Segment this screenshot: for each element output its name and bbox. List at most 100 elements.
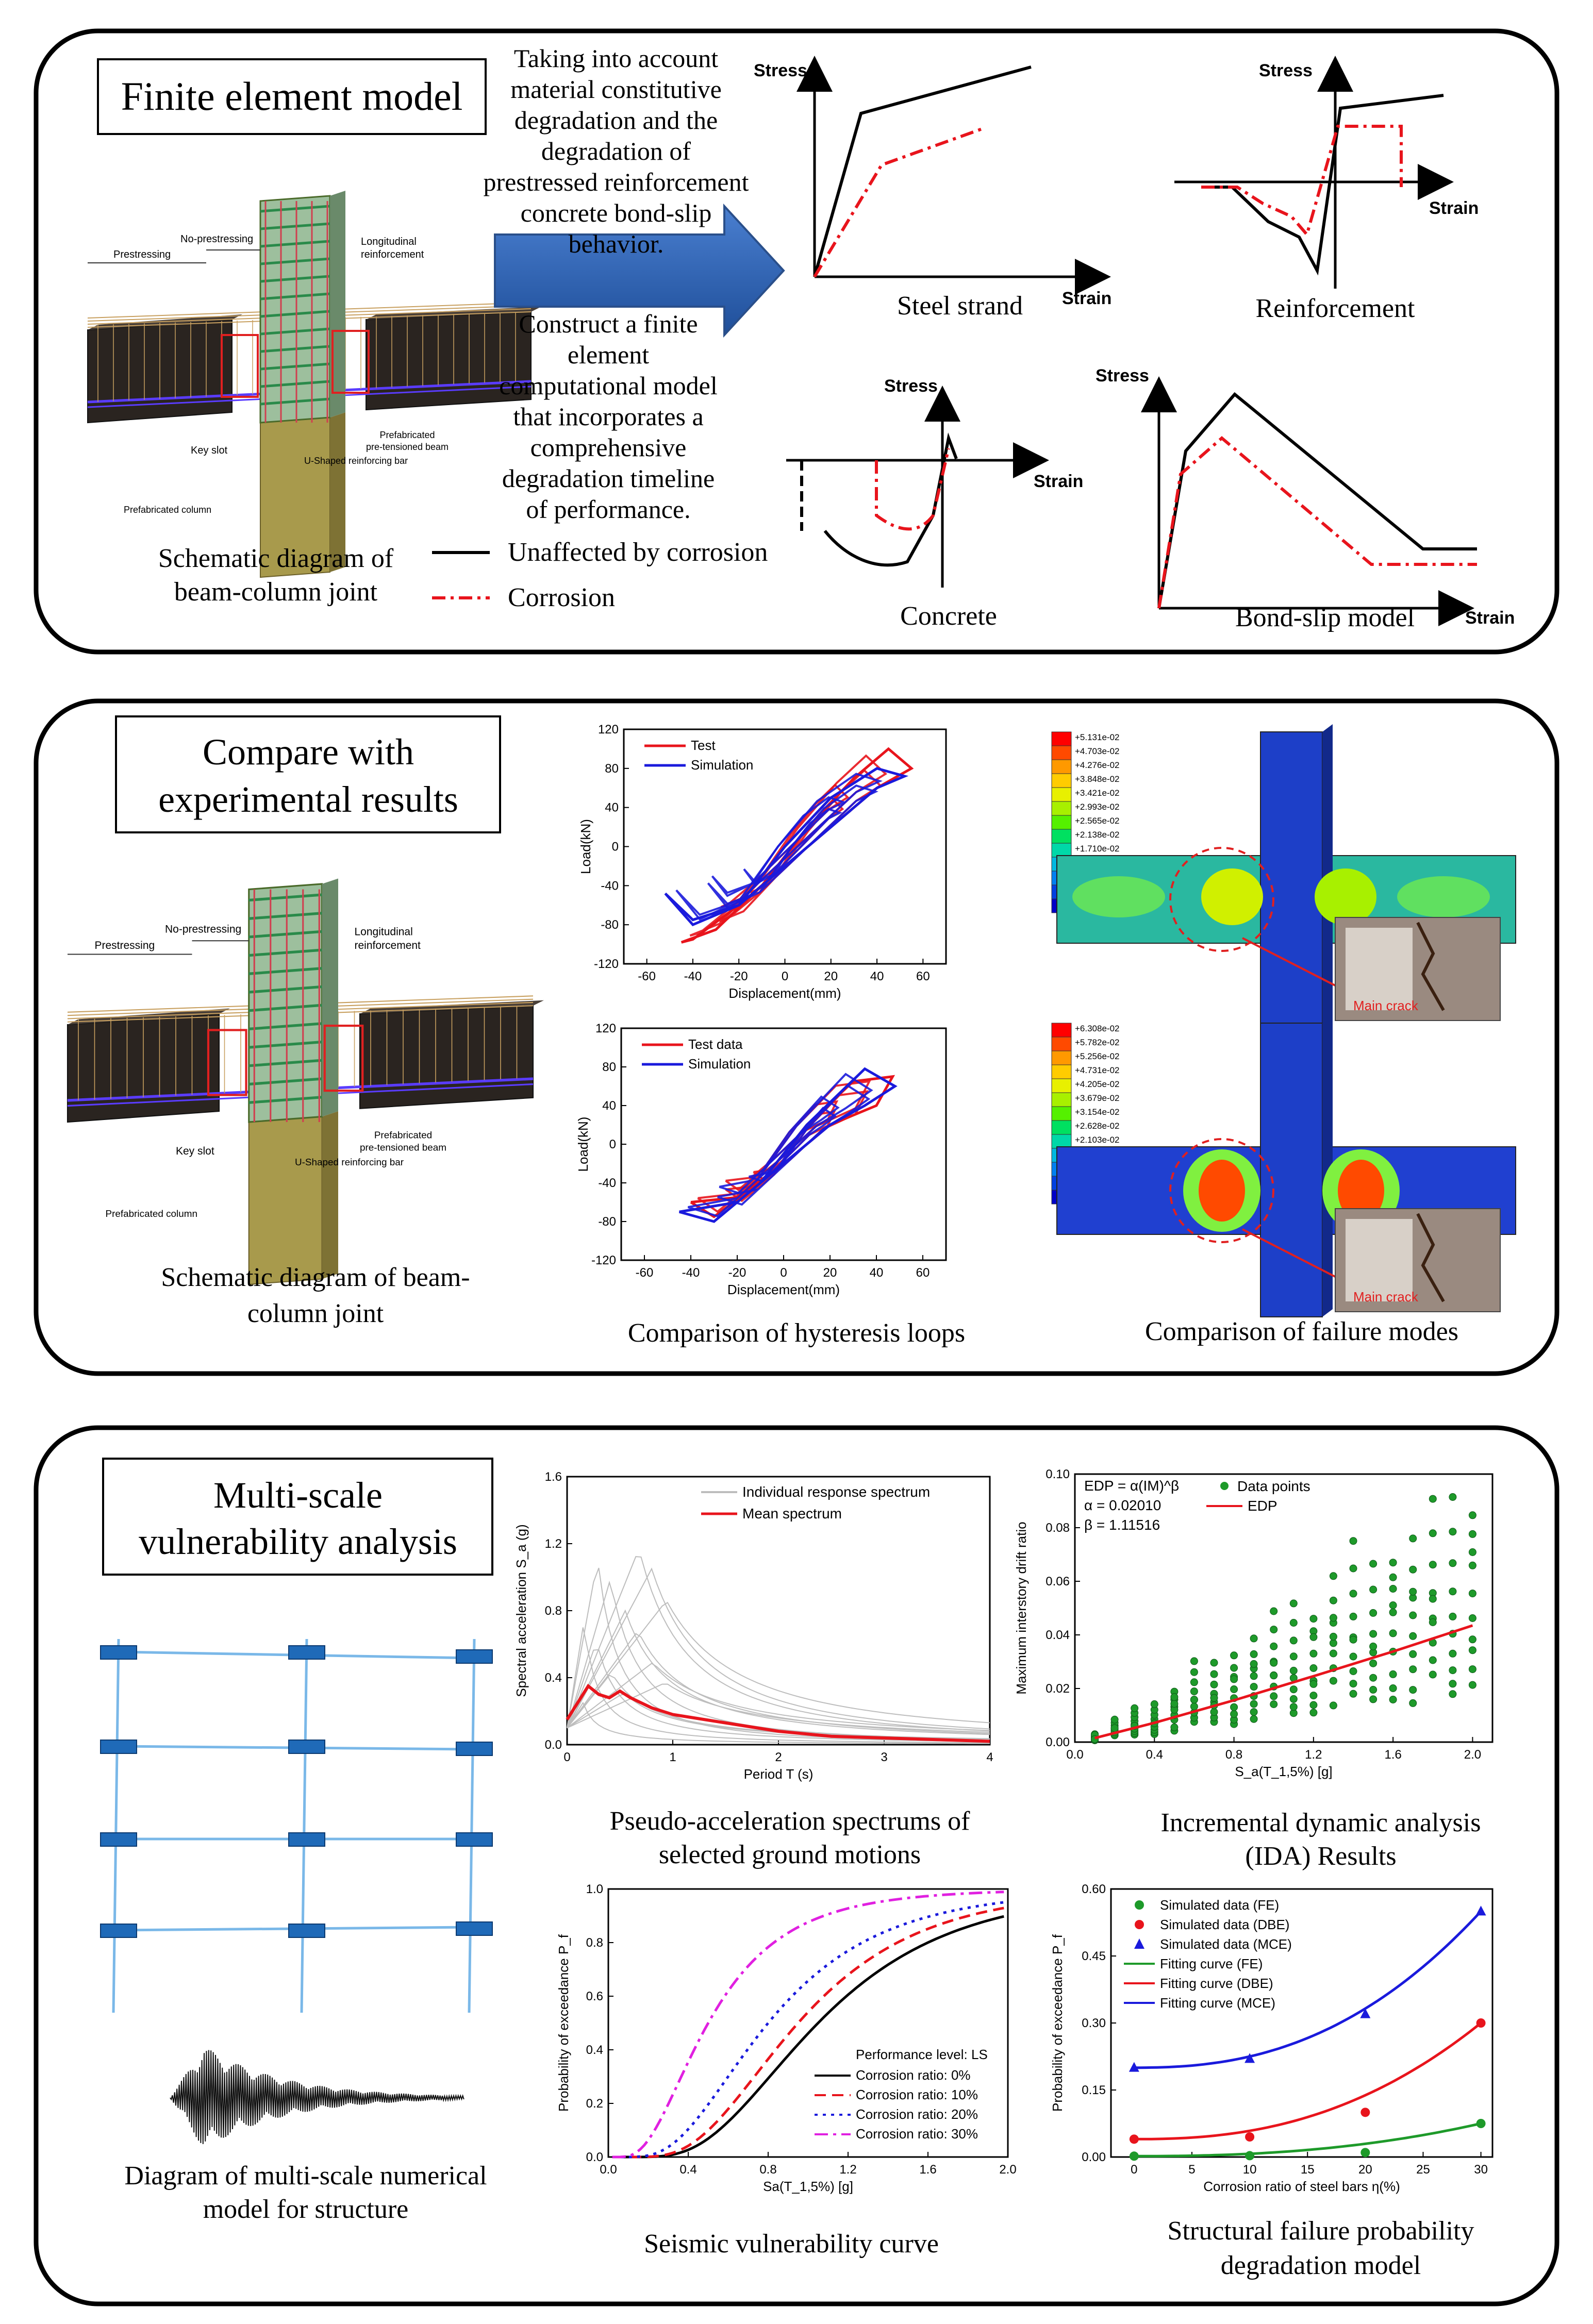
x-tick-label: 1.6 [919, 2163, 936, 2177]
ida-data-point [1349, 1537, 1357, 1545]
contour-swatch [1051, 843, 1072, 858]
y-tick-label: 0.4 [545, 1671, 562, 1685]
ida-data-point [1210, 1708, 1218, 1716]
ida-data-point [1449, 1666, 1457, 1675]
column-stirrup [260, 240, 330, 248]
ida-data-point [1369, 1695, 1378, 1703]
ida-data-point [1468, 1665, 1476, 1674]
ground-motion-trace [170, 2050, 464, 2144]
y-tick-label: 120 [595, 1022, 616, 1035]
ida-data-point [1389, 1608, 1397, 1616]
ida-data-point [1409, 1587, 1417, 1596]
hysteresis-inner-loop [717, 1084, 871, 1206]
contour-value: +3.679e-02 [1075, 1093, 1120, 1103]
panel2-title-1: Compare with [203, 731, 414, 773]
y-tick-label: 1.2 [545, 1537, 562, 1551]
legend-unaffected-label: Unaffected by corrosion [508, 538, 768, 567]
legend-swatch [1134, 1938, 1144, 1949]
multiscale-frame-model [100, 1638, 493, 2013]
beam-column-joint-illustration-1: Prestressing No-prestressing Longitudinal r… [87, 191, 541, 578]
ida-data-point [1468, 1681, 1476, 1689]
simulated-point [1360, 2008, 1371, 2018]
frame-joint-node [100, 1645, 137, 1660]
ida-caption-1: Incremental dynamic analysis [1161, 1808, 1481, 1837]
fem-contour-blob [1201, 868, 1263, 925]
ida-data-point [1309, 1633, 1318, 1641]
contour-value: +3.421e-02 [1075, 788, 1120, 798]
y-tick-label: 0.15 [1082, 2083, 1106, 2097]
legend-label: Simulated data (FE) [1160, 1897, 1279, 1913]
u-shaped-bar-left [207, 1029, 247, 1096]
u-shaped-bar-right [323, 1024, 364, 1092]
ida-data-point [1349, 1564, 1357, 1573]
frame-column-line [112, 1638, 120, 2013]
y-tick-label: 0.10 [1046, 1467, 1070, 1481]
ida-data-point [1409, 1534, 1417, 1543]
ida-caption-2: (IDA) Results [1245, 1842, 1396, 1871]
ida-data-point [1309, 1664, 1318, 1672]
model-caption-2: model for structure [203, 2195, 409, 2224]
x-tick-label: 40 [870, 969, 884, 983]
reinforcement-x-label: Strain [1429, 198, 1479, 218]
concrete-y-label: Stress [884, 376, 938, 396]
arrow-text-bottom-line: that incorporates a [513, 402, 703, 431]
x-tick-label: 40 [870, 1266, 884, 1280]
label-prefab-column: Prefabricated column [106, 1209, 198, 1219]
column-stirrup [248, 948, 322, 957]
x-tick-label: 30 [1474, 2163, 1488, 2177]
column-stirrup [248, 985, 322, 994]
y-axis-label: Maximum interstory drift ratio [1014, 1522, 1029, 1694]
ida-data-point [1230, 1675, 1238, 1683]
hysteresis-caption: Comparison of hysteresis loops [628, 1318, 965, 1348]
x-tick-label: 0 [563, 1750, 570, 1764]
y-tick-label: 0.08 [1046, 1521, 1070, 1535]
label-prefab-beam-1: Prefabricated [374, 1130, 432, 1141]
ida-data-point [1409, 1565, 1417, 1574]
crack-highlight-circle [1169, 847, 1274, 952]
contour-value: +3.154e-02 [1075, 1107, 1120, 1117]
contour-value: +2.103e-02 [1075, 1135, 1120, 1145]
column-stirrup [248, 1022, 322, 1031]
x-tick-label: 0.8 [1225, 1748, 1242, 1762]
arrow-text-bottom-line: Construct a finite [519, 309, 698, 338]
ida-data-point [1110, 1715, 1119, 1724]
column-stirrup [260, 292, 330, 300]
ida-data-point [1190, 1657, 1198, 1665]
legend-label: Fitting curve (DBE) [1160, 1976, 1273, 1991]
panel2-joint-caption-1: Schematic diagram of beam- [161, 1263, 470, 1292]
ida-data-point [1449, 1690, 1457, 1698]
y-tick-label: -120 [594, 957, 619, 971]
arrow-text-bottom-line: degradation timeline [502, 464, 715, 493]
reinforcement-caption: Reinforcement [1256, 294, 1416, 323]
ida-data-point [1449, 1559, 1457, 1567]
bond-slip-unaffected-line [1157, 392, 1477, 609]
label-key-slot: Key slot [176, 1145, 214, 1157]
ida-data-point [1250, 1708, 1258, 1716]
ida-data-point [1309, 1615, 1318, 1623]
legend-swatch [1135, 1920, 1144, 1929]
legend-label: Simulation [688, 1056, 751, 1072]
ida-data-point [1389, 1559, 1397, 1567]
ida-data-point [1289, 1695, 1298, 1703]
process-arrow [494, 203, 785, 338]
x-tick-label: 3 [881, 1750, 887, 1764]
y-axis-label: Load(kN) [575, 1117, 591, 1172]
ida-data-point [1369, 1630, 1378, 1638]
column-stirrup [248, 1059, 322, 1067]
upper-column-cage [248, 883, 323, 1123]
label-u-bar: U-Shaped reinforcing bar [295, 1157, 404, 1168]
fem-column [1260, 731, 1323, 1026]
arrow-text-bottom-line: element [568, 340, 649, 369]
panel-finite-element-model: Finite element model Prestressing No-pres… [34, 28, 1559, 655]
bond-slip-corrosion-line [1157, 436, 1477, 609]
ida-data-point [1210, 1670, 1218, 1678]
fem-contour-blob [1072, 876, 1165, 917]
upper-column-cage [259, 195, 331, 424]
x-tick-label: 0.0 [1066, 1748, 1083, 1762]
legend-label: Mean spectrum [742, 1506, 842, 1522]
legend-corrosion-label: Corrosion [508, 583, 615, 612]
ida-data-point [1329, 1677, 1337, 1685]
ida-data-point [1409, 1686, 1417, 1694]
ida-data-point [1429, 1595, 1437, 1603]
